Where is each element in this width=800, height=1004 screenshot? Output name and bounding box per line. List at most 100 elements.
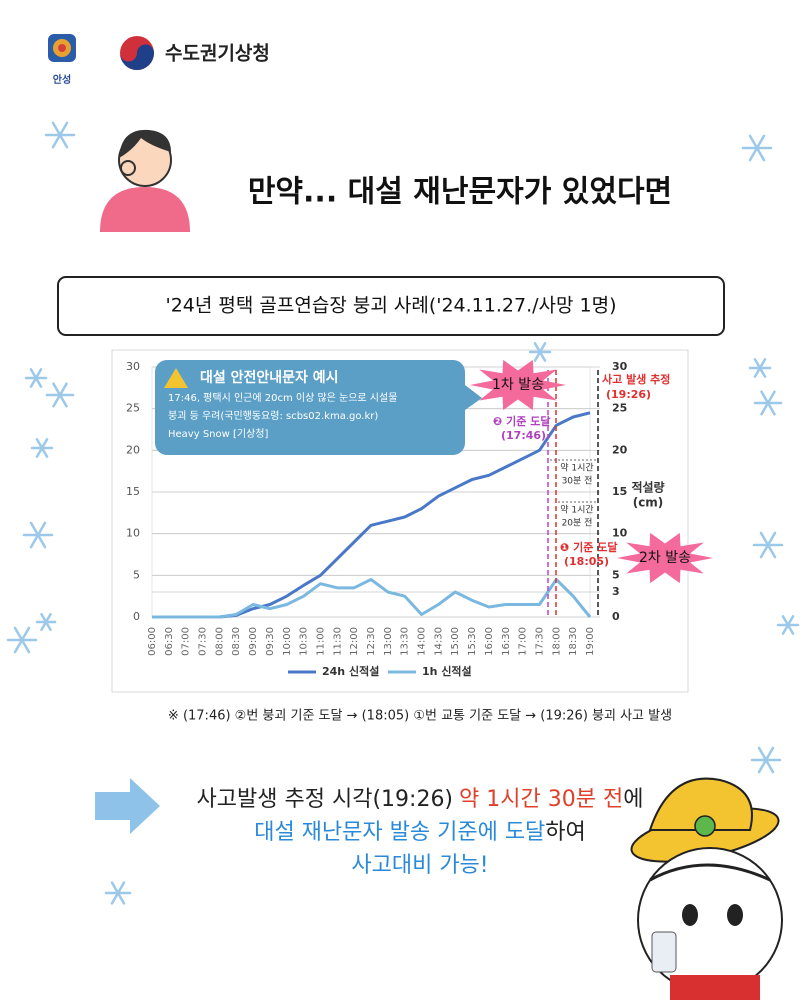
x-tick-label: 10:00 [282, 627, 293, 656]
conclusion-part: 에 [623, 787, 643, 812]
mascot [630, 777, 783, 1000]
x-tick-label: 13:30 [400, 627, 411, 656]
x-tick-label: 06:30 [164, 627, 175, 656]
x-tick-label: 11:30 [332, 627, 343, 656]
x-tick-label: 18:00 [551, 627, 562, 656]
y2-tick-label: 20 [612, 443, 628, 456]
conclusion-part: 하여 [545, 820, 585, 845]
x-tick-label: 14:30 [433, 627, 444, 656]
conclusion-line: 대설 재난문자 발송 기준에 도달하여 [254, 820, 586, 845]
y-tick-label: 15 [126, 485, 140, 498]
snowflake-stroke [533, 342, 547, 362]
burst [617, 532, 713, 584]
y2-tick-label: 5 [612, 568, 620, 581]
snowflake-stroke [110, 881, 126, 905]
x-tick-label: 15:00 [450, 627, 461, 656]
x-tick-label: 17:00 [518, 627, 529, 656]
conclusion-part: 대설 재난문자 발송 기준에 도달 [254, 820, 545, 845]
snowflakes [6, 121, 800, 905]
y2-tick-label: 10 [612, 527, 628, 540]
conclusion-part: 사고발생 추정 시각(19:26) [197, 787, 453, 812]
title: 만약... 대설 재난문자가 있었다면 [248, 175, 672, 210]
conclusion-part: 약 1시간 30분 전 [459, 787, 623, 812]
snowflake-stroke [52, 382, 68, 408]
y-tick-label: 5 [133, 568, 140, 581]
y2-tick-label: 15 [612, 485, 627, 498]
x-tick-label: 09:30 [265, 627, 276, 656]
y2-tick-label: 25 [612, 402, 627, 415]
alert-title: 대설 안전안내문자 예시 [200, 369, 339, 386]
threshold-1-label: (18:05) [564, 555, 609, 568]
x-tick-label: 12:00 [349, 627, 360, 656]
x-tick-label: 15:30 [467, 627, 478, 656]
x-tick-label: 13:00 [383, 627, 394, 656]
chart: 0 5 10 15 20 25 30 0 3 5 10 15 20 25 30 적설량(cm) 06:00 06:… [126, 359, 713, 678]
x-tick-label: 16:00 [484, 627, 495, 656]
x-tick-label: 07:00 [181, 627, 192, 656]
x-tick-label: 10:30 [299, 627, 310, 656]
y-tick-label: 30 [126, 360, 140, 373]
snowflake-stroke [757, 746, 775, 774]
agency-logo: 수도권기상청 [120, 36, 270, 70]
y2-axis-label: (cm) [633, 496, 664, 510]
y-tick-label: 20 [126, 443, 140, 456]
snowflake-stroke [51, 121, 69, 149]
y2-tick-label: 30 [612, 360, 628, 373]
city-logo-text: 안성 [53, 73, 71, 86]
x-tick-label: 12:30 [366, 627, 377, 656]
alert-line: 17:46, 평택시 인근에 20cm 이상 많은 눈으로 시설물 [168, 392, 397, 404]
legend-label: 1h 신적설 [422, 664, 472, 678]
snowflake-stroke [759, 531, 777, 559]
case-box [57, 276, 725, 336]
conclusion-line: 사고대비 가능! [351, 853, 488, 878]
alert-line: 붕괴 등 우려(국민행동요령: scbs02.kma.go.kr) [168, 410, 378, 422]
alert-line: Heavy Snow [기상청] [168, 428, 268, 440]
threshold-2-label: ❷ 기준 도달 [493, 414, 550, 428]
snowflake-stroke [748, 134, 766, 162]
send-1-label: 1차 발송 [492, 377, 544, 393]
conclusion-part: 사고대비 가능! [351, 853, 488, 878]
alert-box [155, 360, 465, 455]
y-tick-label: 25 [126, 402, 140, 415]
y-tick-label: 10 [126, 527, 140, 540]
x-tick-label: 18:30 [568, 627, 579, 656]
burst [470, 359, 566, 411]
x-tick-label: 08:00 [214, 627, 225, 656]
gap-1-label: 약 1시간 [560, 462, 593, 474]
alert-pointer [465, 385, 482, 410]
snowflake-stroke [29, 521, 47, 549]
x-tick-label: 06:00 [147, 627, 158, 656]
gap-2-label: 20분 전 [562, 518, 593, 529]
thinking-person [100, 129, 190, 232]
y2-axis-label: 적설량 [631, 480, 664, 495]
x-tick-label: 19:00 [585, 627, 596, 656]
snowflake-stroke [753, 358, 767, 378]
conclusion-line: 사고발생 추정 시각(19:26) 약 1시간 30분 전에 [197, 787, 644, 812]
y-tick-label: 0 [133, 610, 140, 623]
accident-label: 사고 발생 추정 [602, 372, 670, 386]
snowflake-stroke [13, 626, 31, 654]
city-logo: 안성 [48, 34, 76, 86]
y2-tick-label: 3 [612, 585, 620, 598]
x-tick-label: 09:00 [248, 627, 259, 656]
gap-1-label: 30분 전 [562, 476, 593, 487]
threshold-2-label: (17:46) [501, 429, 546, 442]
x-tick-label: 07:30 [198, 627, 209, 656]
snowflake-stroke [29, 368, 43, 388]
x-tick-label: 14:00 [417, 627, 428, 656]
accident-label: (19:26) [606, 388, 651, 401]
snowflake-stroke [760, 390, 776, 416]
footnote: ※ (17:46) ②번 붕괴 기준 도달 → (18:05) ①번 교통 기준… [168, 709, 672, 724]
threshold-1-label: ❶ 기준 도달 [560, 540, 617, 554]
arrow [95, 778, 160, 834]
snowflake-stroke [40, 612, 52, 632]
snowflake-stroke [35, 438, 49, 458]
y2-tick-label: 0 [612, 610, 620, 623]
gap-2-label: 약 1시간 [560, 504, 593, 516]
agency-name: 수도권기상청 [165, 43, 270, 65]
case-title: '24년 평택 골프연습장 붕괴 사례('24.11.27./사망 1명) [166, 295, 617, 317]
x-tick-label: 17:30 [534, 627, 545, 656]
